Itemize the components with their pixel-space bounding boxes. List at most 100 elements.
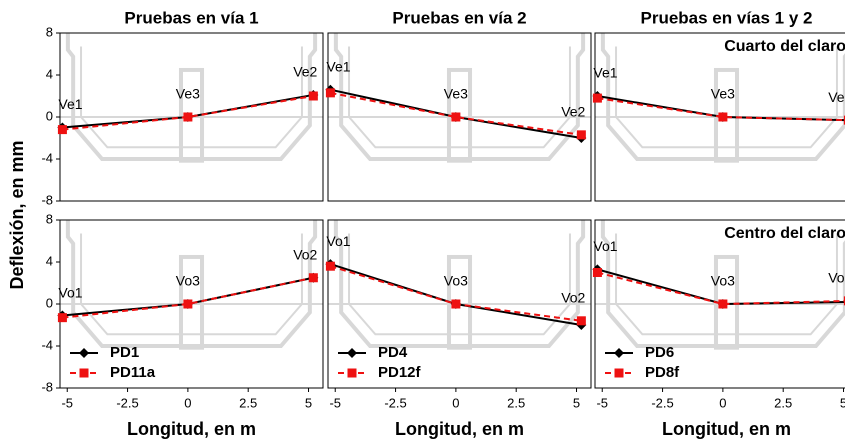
panel: Vo1 Vo3 Vo2 PD4 PD12f	[325, 219, 592, 389]
column	[178, 254, 205, 350]
point-label: Vo3	[176, 273, 200, 289]
x-tick-label: 0	[184, 395, 191, 410]
marker-square	[592, 93, 602, 103]
panel: Ve1 Ve3 Ve2	[325, 32, 592, 202]
y-tick-label: -4	[41, 150, 53, 165]
y-tick-label: 0	[46, 108, 53, 123]
y-tick-label: 8	[46, 24, 53, 39]
marker-diamond	[347, 348, 357, 358]
point-label: Vo1	[593, 238, 617, 254]
panel-title: Pruebas en vía 1	[124, 8, 258, 27]
marker-square	[576, 130, 586, 140]
series-line	[330, 91, 582, 136]
marker-square	[576, 316, 586, 326]
point-label: Ve1	[58, 96, 82, 112]
panel-frame	[327, 219, 592, 389]
x-tick-label: 2.5	[239, 395, 257, 410]
deck-inner	[80, 233, 303, 336]
panel-frame	[594, 219, 845, 389]
point-label: Ve1	[326, 58, 350, 74]
deck-inner	[348, 233, 571, 336]
point-label: Vo2	[561, 290, 585, 306]
point-label: Ve3	[711, 86, 735, 102]
x-axis-label: Longitud, en m	[127, 419, 256, 439]
y-tick-label: -8	[41, 192, 53, 207]
annotation: Centro del claro	[724, 225, 845, 242]
point-label: Vo2	[828, 270, 845, 286]
series-line	[62, 276, 314, 319]
x-tick-label: -5	[596, 395, 608, 410]
legend-label: PD8f	[645, 364, 680, 381]
marker-square	[843, 115, 845, 125]
point-label: Ve2	[293, 64, 317, 80]
x-axis-label: Longitud, en m	[662, 419, 791, 439]
marker-square	[592, 268, 602, 277]
deck-inner	[348, 46, 571, 149]
x-tick-label: -5	[61, 395, 73, 410]
y-axis-label: Deflexión, en mm	[7, 140, 27, 289]
y-tick-label: -8	[41, 379, 53, 394]
legend-label: PD11a	[110, 364, 156, 381]
annotation: Cuarto del claro	[724, 38, 845, 55]
panel: Vo1 Vo3 Vo2 PD6 PD8f	[592, 219, 845, 389]
deck-inner	[615, 233, 838, 336]
point-label: Vo1	[58, 284, 82, 300]
series-line	[597, 97, 845, 122]
marker-square	[451, 112, 461, 122]
y-tick-label: 4	[46, 66, 53, 81]
x-tick-label: 5	[840, 395, 845, 410]
legend-label: PD4	[378, 344, 408, 361]
point-label: Vo2	[293, 246, 317, 262]
panel-title: Pruebas en vías 1 y 2	[641, 8, 813, 27]
panel: Ve1 Ve3 Ve2	[592, 32, 845, 202]
x-tick-label: 0	[719, 395, 726, 410]
legend-label: PD12f	[378, 364, 422, 381]
y-tick-label: 4	[46, 253, 53, 268]
x-tick-label: 5	[305, 395, 312, 410]
marker-square	[718, 112, 728, 122]
y-tick-label: 8	[46, 211, 53, 226]
point-label: Vo3	[444, 273, 468, 289]
x-tick-label: 2.5	[507, 395, 525, 410]
deck-inner	[615, 46, 838, 149]
legend-label: PD6	[645, 344, 674, 361]
point-label: Vo1	[326, 233, 350, 249]
x-tick-label: -5	[329, 395, 341, 410]
marker-square	[451, 299, 461, 309]
panel: Vo1 Vo3 Vo2 PD1 PD11a	[57, 219, 324, 389]
point-label: Ve3	[176, 86, 200, 102]
x-axis-label: Longitud, en m	[395, 419, 524, 439]
point-label: Vo3	[711, 273, 735, 289]
x-tick-label: -2.5	[651, 395, 673, 410]
y-tick-label: -4	[41, 337, 53, 352]
series-line	[597, 271, 845, 306]
marker-square	[57, 125, 67, 135]
panel: Ve1 Ve3 Ve2	[57, 32, 324, 202]
marker-diamond	[614, 348, 624, 358]
marker-diamond	[79, 348, 89, 358]
marker-square	[325, 88, 335, 98]
deck-inner	[80, 46, 303, 149]
x-tick-label: 2.5	[774, 395, 792, 410]
panel-title: Pruebas en vía 2	[392, 8, 526, 27]
marker-square	[183, 299, 193, 309]
marker-square	[308, 91, 318, 101]
marker-square	[57, 313, 67, 323]
marker-square	[347, 368, 357, 378]
x-tick-label: 5	[573, 395, 580, 410]
marker-square	[718, 299, 728, 309]
marker-square	[79, 368, 89, 378]
point-label: Ve2	[561, 104, 585, 120]
series-line	[62, 95, 314, 131]
point-label: Ve3	[444, 86, 468, 102]
point-label: Ve1	[593, 65, 617, 81]
marker-square	[843, 296, 845, 306]
point-label: Ve2	[828, 89, 845, 105]
panel-frame	[594, 32, 845, 202]
marker-square	[308, 273, 318, 283]
x-tick-label: -2.5	[116, 395, 138, 410]
marker-square	[614, 368, 624, 378]
y-tick-label: 0	[46, 295, 53, 310]
x-tick-label: -2.5	[384, 395, 406, 410]
